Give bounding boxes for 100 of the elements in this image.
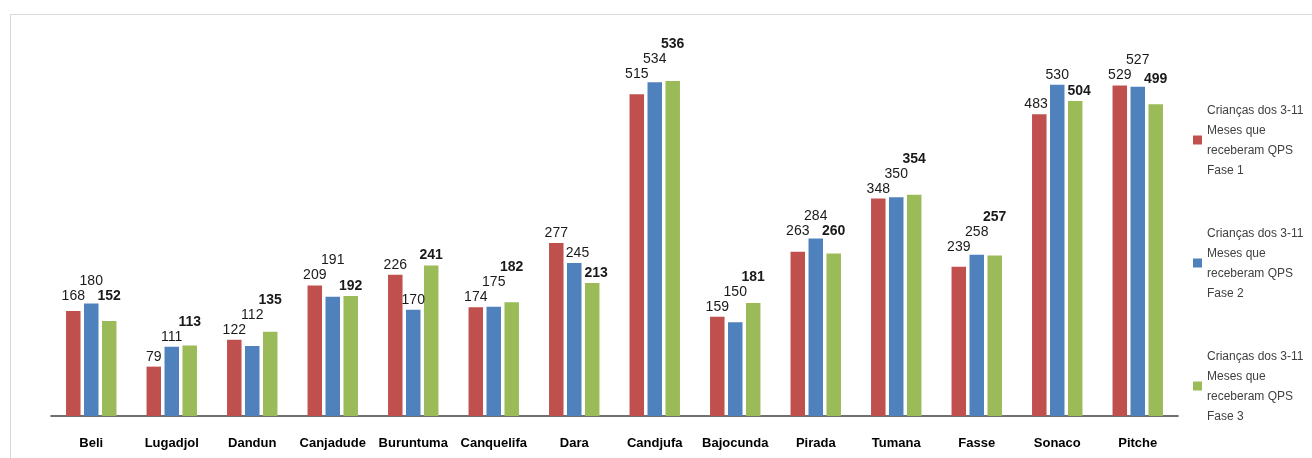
- x-tick-label: Canquelifa: [460, 435, 528, 450]
- data-label: 192: [339, 277, 363, 293]
- x-tick-label: Pitche: [1118, 435, 1158, 450]
- data-label: 152: [97, 286, 122, 303]
- bar: [808, 238, 823, 416]
- data-label: 191: [321, 251, 345, 268]
- bar: [549, 242, 564, 416]
- data-label: 277: [544, 223, 569, 240]
- data-label: 180: [79, 271, 104, 288]
- bar: [951, 266, 967, 416]
- data-label: 168: [61, 286, 86, 303]
- bar: [629, 94, 645, 416]
- data-label: 258: [965, 222, 989, 239]
- bar: [745, 302, 761, 416]
- data-label: 213: [584, 263, 608, 280]
- bar: [1148, 104, 1163, 416]
- bar: [262, 331, 278, 416]
- bar: [388, 274, 403, 416]
- bar: [146, 366, 162, 416]
- data-label: 515: [625, 65, 649, 82]
- bar: [486, 306, 501, 416]
- bar: [647, 82, 662, 416]
- data-label: 175: [482, 273, 506, 290]
- bar: [325, 296, 340, 416]
- data-label: 113: [178, 312, 202, 329]
- data-label: 181: [741, 267, 766, 284]
- legend-label: Crianças dos 3-11 Meses que receberam QPS Fase 3: [1207, 349, 1304, 423]
- bar: [987, 255, 1002, 416]
- bar: [84, 303, 99, 416]
- data-label: 112: [241, 305, 264, 322]
- bar: [584, 282, 600, 416]
- x-tick-label: Canjadude: [299, 435, 366, 450]
- data-label: 226: [383, 255, 408, 272]
- bar: [227, 339, 242, 416]
- bar: [504, 302, 519, 416]
- bar: [1130, 86, 1145, 416]
- x-tick-label: Beli: [79, 435, 104, 450]
- data-label: 257: [983, 207, 1007, 224]
- data-label: 174: [464, 288, 488, 305]
- data-label: 354: [902, 149, 927, 166]
- x-tick-label: Bajocunda: [702, 435, 770, 450]
- bar: [343, 296, 358, 416]
- x-tick-label: Dara: [559, 435, 590, 450]
- data-label: 348: [866, 179, 891, 196]
- bar: [66, 311, 81, 416]
- x-tick-label: Sonaco: [1033, 435, 1081, 450]
- data-label: 135: [258, 290, 283, 307]
- bar: [710, 316, 725, 416]
- data-label: 504: [1067, 82, 1091, 98]
- data-label: 182: [500, 258, 524, 275]
- bar: [871, 198, 886, 416]
- data-label: 263: [786, 221, 810, 238]
- bar: [790, 251, 806, 416]
- bar: [826, 253, 841, 416]
- x-tick-label: Buruntuma: [378, 435, 449, 450]
- data-label: 483: [1024, 95, 1048, 112]
- data-label: 150: [723, 282, 748, 299]
- data-label: 284: [804, 206, 828, 223]
- data-label: 499: [1144, 69, 1168, 86]
- bar: [567, 262, 582, 416]
- x-tick-label: Fasse: [958, 435, 996, 450]
- bar: [307, 285, 323, 416]
- data-label: 530: [1045, 65, 1070, 82]
- data-label: 122: [222, 320, 247, 337]
- data-label: 209: [303, 266, 327, 283]
- bar: [1112, 85, 1128, 416]
- data-label: 241: [419, 246, 444, 263]
- bar: [1032, 114, 1047, 416]
- bar: [889, 197, 904, 416]
- data-label: 159: [705, 297, 730, 314]
- legend-label: Crianças dos 3-11 Meses que receberam QPS Fase 1: [1207, 103, 1304, 177]
- x-tick-label: Pirada: [795, 435, 837, 450]
- x-tick-label: Dandun: [228, 435, 277, 450]
- bar: [406, 309, 421, 416]
- bar: [101, 321, 117, 416]
- legend-label: Crianças dos 3-11 Meses que receberam QPS Fase 2: [1207, 226, 1304, 300]
- bar: [1067, 101, 1083, 416]
- x-tick-label: Tumana: [871, 435, 922, 450]
- bar: [423, 265, 439, 416]
- data-label: 239: [947, 237, 971, 254]
- data-label: 534: [643, 50, 667, 67]
- bar: [1050, 84, 1065, 416]
- bar: [182, 345, 197, 416]
- x-tick-label: Lugadjol: [144, 435, 199, 450]
- bar: [728, 322, 743, 416]
- bar: [164, 346, 179, 416]
- x-tick-label: Candjufa: [626, 435, 684, 450]
- bar: [245, 346, 260, 416]
- bar: [665, 81, 680, 416]
- data-label: 536: [661, 35, 685, 52]
- data-label: 350: [884, 164, 909, 181]
- data-label: 260: [822, 221, 846, 238]
- data-label: 529: [1108, 66, 1132, 83]
- bar: [468, 307, 484, 416]
- data-label: 245: [565, 243, 590, 260]
- bar: [969, 254, 984, 416]
- data-label: 79: [145, 347, 162, 364]
- bar: [906, 194, 922, 416]
- data-label: 527: [1126, 51, 1150, 68]
- data-label: 111: [161, 327, 183, 344]
